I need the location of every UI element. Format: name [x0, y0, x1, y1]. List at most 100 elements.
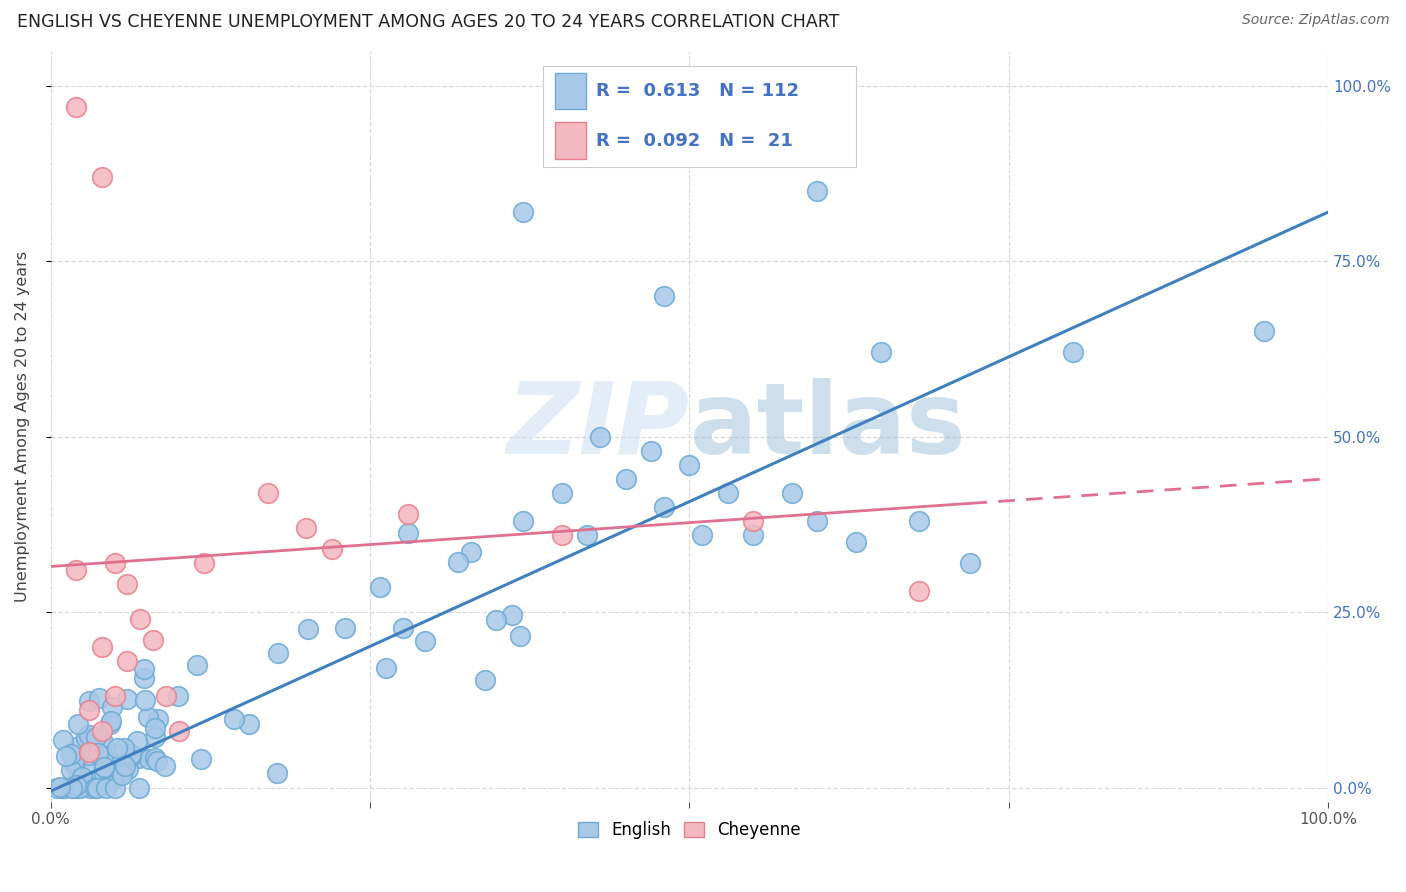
Point [146, 754, 169, 768]
Point [678, 458, 700, 472]
Point [80, 741, 103, 756]
Point [93, 767, 115, 781]
Point [806, 184, 828, 198]
Point [104, 690, 127, 704]
Point [65, 563, 87, 577]
Point [90, 640, 112, 655]
Point [614, 472, 637, 486]
Point [136, 710, 159, 724]
Point [46, 780, 69, 795]
Point [142, 633, 165, 648]
Point [48, 780, 70, 795]
Point [100, 760, 122, 774]
Point [143, 731, 166, 745]
Point [55, 748, 77, 763]
Point [222, 712, 245, 726]
Point [474, 673, 496, 688]
Point [91, 748, 114, 763]
Point [70, 770, 93, 784]
Point [460, 544, 482, 558]
Point [65, 780, 87, 795]
Y-axis label: Unemployment Among Ages 20 to 24 years: Unemployment Among Ages 20 to 24 years [15, 251, 30, 602]
Point [267, 646, 290, 660]
Point [193, 556, 215, 570]
Point [266, 766, 288, 780]
Point [297, 622, 319, 636]
Point [844, 535, 866, 549]
Point [374, 660, 396, 674]
Point [128, 751, 150, 765]
Point [117, 654, 139, 668]
Point [128, 780, 150, 795]
Point [104, 780, 127, 795]
Point [69, 780, 91, 795]
Point [90, 169, 112, 184]
Point [186, 657, 208, 672]
Text: atlas: atlas [689, 377, 966, 475]
Point [117, 762, 139, 776]
Point [91, 735, 114, 749]
Point [742, 514, 765, 528]
Point [959, 556, 981, 570]
Point [77, 703, 100, 717]
Point [86, 780, 108, 795]
Text: ZIP: ZIP [506, 377, 689, 475]
Text: Source: ZipAtlas.com: Source: ZipAtlas.com [1241, 13, 1389, 28]
Point [690, 528, 713, 542]
Point [576, 528, 599, 542]
Point [65, 778, 87, 792]
Point [652, 289, 675, 303]
Point [368, 580, 391, 594]
Point [1253, 325, 1275, 339]
Point [63, 756, 86, 771]
Point [132, 662, 155, 676]
Point [146, 712, 169, 726]
Point [77, 735, 100, 749]
Point [127, 734, 149, 748]
Point [134, 692, 156, 706]
Point [114, 759, 136, 773]
Point [129, 612, 152, 626]
Point [120, 749, 142, 764]
Point [167, 689, 190, 703]
Point [333, 621, 356, 635]
Point [53, 780, 76, 795]
Point [257, 485, 280, 500]
Point [60, 780, 83, 795]
Point [321, 541, 343, 556]
Point [101, 772, 124, 786]
Point [75, 731, 97, 745]
Point [190, 752, 212, 766]
Point [111, 768, 134, 782]
Point [110, 765, 132, 780]
Point [101, 700, 124, 714]
Point [105, 741, 128, 756]
Point [155, 690, 177, 704]
Point [90, 724, 112, 739]
Point [806, 514, 828, 528]
Point [86, 746, 108, 760]
Point [77, 761, 100, 775]
Point [501, 607, 523, 622]
Point [742, 528, 765, 542]
Point [63, 754, 86, 768]
Point [60, 747, 83, 762]
Point [512, 514, 534, 528]
Point [398, 507, 420, 521]
Point [780, 485, 803, 500]
Point [83, 780, 105, 795]
Point [77, 747, 100, 762]
Point [115, 692, 138, 706]
Point [65, 100, 87, 114]
Point [93, 760, 115, 774]
Point [66, 771, 89, 785]
Point [551, 528, 574, 542]
Point [908, 584, 931, 599]
Point [98, 716, 121, 731]
Point [238, 717, 260, 731]
Point [512, 205, 534, 219]
Point [652, 500, 675, 514]
Point [52, 733, 75, 747]
Point [413, 634, 436, 648]
Point [167, 724, 190, 739]
